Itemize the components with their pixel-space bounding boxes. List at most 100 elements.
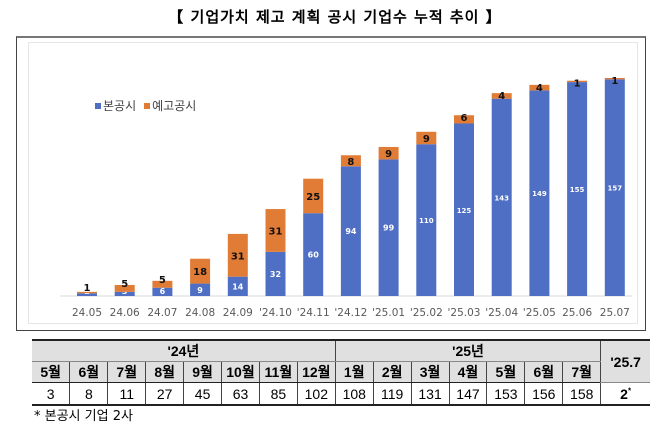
bar-preliminary-disclosure — [303, 178, 324, 214]
month-header: 8월 — [145, 361, 185, 383]
bar-preliminary-disclosure — [529, 84, 550, 91]
data-label-main: 94 — [345, 227, 357, 236]
cumulative-count-cell: 131 — [410, 382, 450, 406]
cumulative-count-cell: 153 — [486, 382, 526, 406]
value-row: 3 8 11 27 45 63 85 102 108 119 131 147 153 156 158 2* — [32, 382, 650, 406]
legend-label-main: 본공시 — [103, 99, 137, 113]
bar-preliminary-disclosure — [152, 280, 173, 288]
x-tick-label: 24.05 — [72, 307, 102, 319]
x-tick-label: '25.04 — [485, 307, 518, 319]
data-label-main: 32 — [270, 270, 281, 279]
x-tick-label: '24.11 — [297, 307, 330, 319]
bar-main-disclosure — [227, 276, 248, 296]
bar-main-disclosure — [454, 123, 474, 296]
x-tick-label: 24.09 — [223, 307, 253, 319]
cumulative-count-cell: 3 — [32, 382, 71, 406]
bars-group: 2135659181431323160259489991109125614341… — [60, 76, 632, 297]
x-tick-label: 24.07 — [147, 307, 177, 319]
month-header: 3월 — [410, 361, 450, 383]
bar-main-disclosure — [491, 98, 512, 296]
data-label-preliminary: 31 — [269, 226, 283, 237]
page-title: 【 기업가치 제고 계획 공시 기업수 누적 추이 】 — [168, 8, 502, 26]
month-header: 7월 — [107, 361, 147, 383]
data-label-main: 60 — [308, 251, 320, 260]
x-tick-label: '24.10 — [259, 307, 292, 319]
bar-main-disclosure — [416, 144, 437, 296]
month-header: 6월 — [69, 361, 109, 383]
legend-item-preliminary: 예고공시 — [144, 97, 196, 114]
cumulative-count-cell: 156 — [524, 382, 564, 406]
data-label-main: 9 — [197, 286, 203, 295]
month-header-row: 5월 6월 7월 8월 9월 10월 11월 12월 1월 2월 3월 4월 5월 6월 7월 — [32, 361, 650, 383]
bar-main-disclosure — [529, 90, 550, 296]
bar-main-disclosure — [604, 79, 625, 296]
x-tick-label: 24.06 — [110, 307, 140, 319]
bar-main-disclosure — [567, 82, 588, 296]
data-label-main: 143 — [494, 194, 509, 202]
data-label-main: 14 — [232, 282, 244, 291]
last-header: '25.7 — [600, 339, 650, 383]
x-tick-label: '25.01 — [372, 307, 405, 319]
bar-preliminary-disclosure — [378, 146, 399, 160]
month-header: 11월 — [258, 361, 298, 383]
data-label-preliminary: 6 — [461, 113, 468, 124]
bar-preliminary-disclosure — [454, 115, 474, 124]
bar-main-disclosure — [77, 293, 97, 296]
data-label-preliminary: 9 — [423, 134, 430, 145]
month-header: 4월 — [448, 361, 488, 383]
bar-preliminary-disclosure — [227, 233, 248, 277]
bar-main-disclosure — [303, 213, 324, 296]
bar-main-disclosure — [378, 159, 399, 296]
data-label-preliminary: 18 — [193, 267, 207, 278]
month-header: 12월 — [296, 361, 336, 383]
x-tick-label: '24.12 — [334, 307, 367, 319]
month-header: 5월 — [486, 361, 526, 383]
chart-legend: 본공시 예고공시 — [95, 97, 200, 114]
data-label-preliminary: 1 — [574, 79, 581, 90]
legend-swatch-main — [95, 102, 101, 109]
x-tick-label: '25.03 — [448, 307, 481, 319]
data-label-preliminary: 4 — [498, 91, 505, 102]
bar-preliminary-disclosure — [416, 131, 437, 145]
bar-main-disclosure — [190, 283, 211, 296]
cumulative-count-cell: 85 — [258, 382, 298, 406]
data-label-main: 125 — [457, 207, 472, 215]
data-label-main: 155 — [570, 186, 585, 194]
data-label-main: 99 — [383, 224, 395, 233]
month-header: 5월 — [32, 361, 71, 383]
data-label-preliminary: 4 — [536, 83, 543, 94]
last-value-cell: 2* — [600, 382, 650, 406]
data-label-preliminary: 9 — [385, 149, 392, 160]
bar-main-disclosure — [340, 166, 361, 296]
bar-preliminary-disclosure — [604, 77, 625, 80]
chart-frame — [16, 36, 646, 331]
data-label-preliminary: 5 — [121, 279, 128, 290]
bar-preliminary-disclosure — [114, 284, 135, 292]
month-header: 2월 — [372, 361, 412, 383]
last-value: 2 — [620, 385, 628, 402]
footnote-mark: * — [627, 385, 632, 395]
data-label-preliminary: 31 — [231, 251, 245, 262]
data-label-preliminary: 1 — [84, 283, 91, 294]
legend-label-preliminary: 예고공시 — [152, 99, 197, 113]
x-tick-label: '25.02 — [410, 307, 443, 319]
cumulative-count-cell: 11 — [107, 382, 147, 406]
bar-preliminary-disclosure — [340, 155, 361, 167]
cumulative-count-cell: 45 — [183, 382, 223, 406]
data-label-main: 110 — [419, 217, 434, 225]
data-label-preliminary: 5 — [159, 275, 166, 286]
cumulative-count-cell: 8 — [69, 382, 109, 406]
data-label-preliminary: 8 — [347, 157, 354, 168]
year-header-2025: '25년 — [334, 339, 602, 362]
year-header-row: '24년 '25년 '25.7 — [32, 339, 650, 383]
stacked-bar-chart: 2135659181431323160259489991109125614341… — [60, 76, 632, 319]
bar-preliminary-disclosure — [265, 209, 286, 252]
data-label-preliminary: 1 — [611, 76, 618, 87]
cumulative-count-cell: 108 — [334, 382, 374, 406]
year-header-2024: '24년 — [32, 339, 336, 362]
legend-swatch-preliminary — [144, 102, 151, 109]
data-label-preliminary: 25 — [306, 192, 320, 203]
data-label-main: 2 — [84, 287, 90, 296]
x-tick-label: 25.06 — [562, 307, 592, 319]
data-label-main: 6 — [160, 287, 166, 296]
